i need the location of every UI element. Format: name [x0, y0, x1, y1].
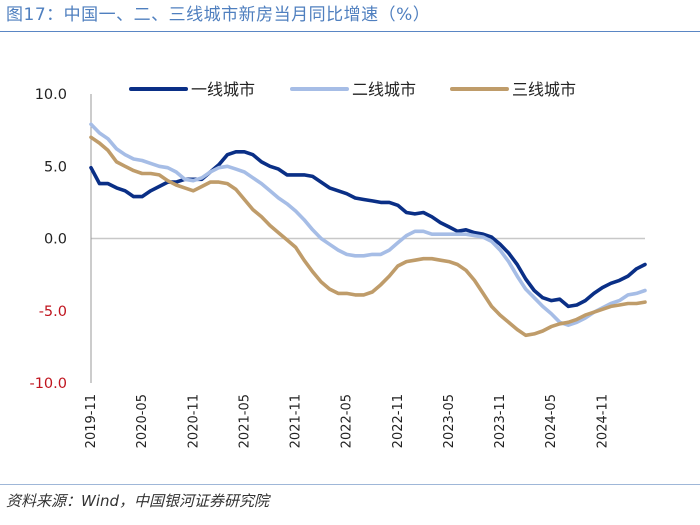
x-tick-label: 2023-05: [442, 394, 457, 448]
x-tick-label: 2020-05: [135, 394, 150, 448]
x-tick-label: 2019-11: [84, 394, 99, 448]
y-tick-label: 10.0: [35, 87, 67, 103]
legend: 一线城市 二线城市 三线城市: [129, 80, 576, 99]
series-layer: [89, 122, 647, 338]
x-tick-label: 2021-05: [237, 394, 252, 448]
chart-title: 图17：中国一、二、三线城市新房当月同比增速（%）: [6, 5, 431, 25]
y-tick-label: -10.0: [29, 376, 67, 392]
legend-label-tier3: 三线城市: [512, 80, 576, 99]
axis-layer: 10.0 5.0 0.0 -5.0 -10.0 2019-11 2020-05 2020-11…: [29, 87, 610, 448]
series-line-tier2: [89, 122, 647, 328]
title-divider: [0, 31, 700, 32]
legend-label-tier1: 一线城市: [191, 80, 255, 99]
source-divider: [0, 484, 700, 485]
x-tick-label: 2020-11: [186, 394, 201, 448]
x-tick-label: 2024-05: [544, 394, 559, 448]
series-line-tier3: [89, 135, 647, 338]
x-tick-label: 2022-05: [340, 394, 355, 448]
series-line-tier1: [89, 150, 647, 309]
y-tick-label: -5.0: [39, 304, 67, 320]
x-tick-label: 2022-11: [391, 394, 406, 448]
legend-label-tier2: 二线城市: [352, 80, 416, 99]
x-tick-label: 2021-11: [289, 394, 304, 448]
x-tick-label: 2023-11: [493, 394, 508, 448]
x-tick-label: 2024-11: [595, 394, 610, 448]
source-note: 资料来源：Wind，中国银河证券研究院: [6, 492, 270, 510]
y-tick-label: 0.0: [44, 232, 67, 248]
y-tick-label: 5.0: [44, 159, 67, 175]
